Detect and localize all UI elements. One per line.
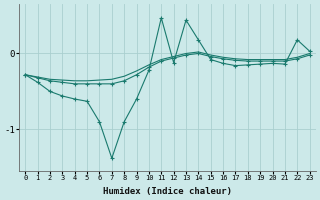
X-axis label: Humidex (Indice chaleur): Humidex (Indice chaleur): [103, 187, 232, 196]
